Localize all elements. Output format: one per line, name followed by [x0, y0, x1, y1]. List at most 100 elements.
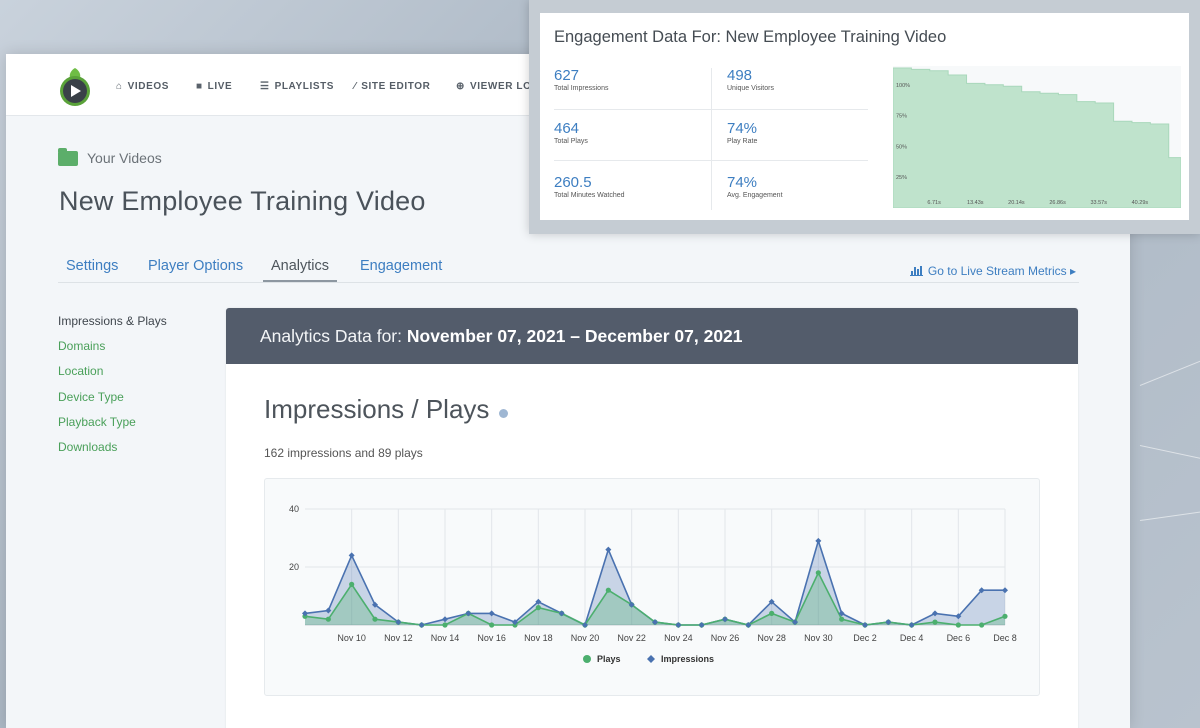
impressions-point — [418, 622, 425, 628]
stat-label: Total Minutes Watched — [554, 192, 625, 199]
impressions-point — [605, 546, 612, 553]
stat-unique-visitors: 498 Unique Visitors — [727, 67, 774, 92]
impressions-point — [978, 587, 985, 594]
stat-total-impressions: 627 Total Impressions — [554, 67, 608, 92]
x-tick-label: Nov 26 — [711, 633, 740, 643]
impressions-point — [792, 619, 798, 626]
analytics-panel: Analytics Data for: November 07, 2021 – … — [226, 308, 1078, 728]
stat-divider — [711, 68, 712, 210]
plays-point — [325, 616, 331, 622]
stat-total-plays: 464 Total Plays — [554, 120, 588, 145]
plays-point — [372, 616, 378, 622]
stat-value: 74% — [727, 174, 758, 191]
plays-point — [932, 619, 938, 625]
x-tick-label: Nov 20 — [571, 633, 600, 643]
help-icon[interactable] — [499, 409, 509, 418]
nav-live-label: LIVE — [207, 81, 233, 92]
tab-bar: Settings Player Options Analytics Engage… — [58, 250, 1079, 283]
sidebar-item-location[interactable]: Location — [58, 364, 104, 379]
impressions-point — [885, 619, 892, 626]
impressions-area — [305, 540, 1005, 625]
sidebar-item-domains[interactable]: Domains — [58, 339, 106, 354]
stat-value: 74% — [727, 120, 758, 137]
plays-point — [605, 587, 611, 593]
stat-label: Total Plays — [554, 138, 588, 145]
impressions-point — [442, 616, 448, 623]
header-date-range: November 07, 2021 – December 07, 2021 — [406, 326, 743, 346]
sidebar-item-impressions-plays[interactable]: Impressions & Plays — [58, 314, 167, 328]
tab-settings[interactable]: Settings — [66, 258, 119, 274]
nav-videos[interactable]: ⌂ VIDEOS — [116, 81, 169, 92]
tab-player-options[interactable]: Player Options — [148, 258, 244, 274]
nav-site-editor[interactable]: ⁄ SITE EDITOR — [354, 81, 430, 92]
legend-plays-marker — [583, 655, 591, 663]
engagement-area — [892, 67, 1182, 209]
brand-logo[interactable] — [56, 66, 94, 108]
legend-plays-label: Plays — [597, 654, 621, 664]
plays-point — [955, 622, 961, 628]
x-tick-label: Nov 24 — [664, 633, 693, 643]
plays-series-line — [304, 570, 1006, 627]
stat-value: 464 — [554, 120, 580, 137]
y-tick-label: 20 — [289, 562, 299, 572]
plays-point — [535, 605, 541, 611]
tab-engagement[interactable]: Engagement — [360, 258, 443, 274]
impressions-point — [1002, 587, 1008, 594]
impressions-point — [768, 598, 775, 605]
x-tick-label: Nov 18 — [524, 633, 553, 643]
x-tick-label: Nov 12 — [384, 633, 413, 643]
sidebar-item-downloads[interactable]: Downloads — [58, 439, 118, 454]
impressions-point — [465, 610, 472, 617]
impressions-point — [722, 616, 728, 623]
stat-label: Unique Visitors — [727, 85, 774, 92]
list-icon: ☰ — [260, 81, 270, 92]
impressions-point — [815, 537, 822, 544]
impressions-point — [488, 610, 495, 617]
nav-viewer-login-label: VIEWER LOGIN — [469, 81, 552, 92]
x-tick-label: 26.86s — [1049, 200, 1066, 206]
tab-analytics[interactable]: Analytics — [263, 258, 338, 282]
x-tick-label: Dec 8 — [993, 633, 1017, 643]
nav-live[interactable]: ■ LIVE — [196, 81, 232, 92]
stat-play-rate: 74% Play Rate — [727, 120, 757, 145]
x-tick-label: 20.14s — [1008, 200, 1025, 206]
y-tick-label: 100% — [896, 83, 910, 89]
live-stream-metrics-link[interactable]: Go to Live Stream Metrics ▸ — [909, 264, 1076, 278]
x-tick-label: Nov 10 — [337, 633, 366, 643]
area-chart: 25% 50% 75% 100% 6.71s 13.43s 20.14s 26.86s 33.5… — [892, 67, 1182, 209]
nav-viewer-login[interactable]: ⊕ VIEWER LOGIN — [456, 81, 551, 92]
stat-divider — [554, 160, 868, 161]
magic-wand-icon: ⁄ — [354, 81, 357, 92]
plays-point — [349, 581, 355, 587]
impressions-summary: 162 impressions and 89 plays — [264, 446, 423, 460]
impressions-point — [512, 619, 518, 626]
stat-avg-engagement: 74% Avg. Engagement — [727, 174, 783, 199]
nav-site-editor-label: SITE EDITOR — [361, 81, 431, 92]
stat-label: Total Impressions — [554, 85, 609, 92]
x-tick-label: Nov 22 — [617, 633, 646, 643]
x-tick-label: Nov 30 — [804, 633, 833, 643]
breadcrumb[interactable]: Your Videos — [58, 147, 162, 166]
x-tick-label: Nov 14 — [431, 633, 460, 643]
plays-point — [442, 622, 448, 628]
plays-point — [489, 622, 495, 628]
y-tick-label: 25% — [896, 175, 907, 181]
lock-icon: ⊕ — [456, 81, 465, 92]
impressions-point — [932, 610, 938, 617]
x-tick-label: Dec 2 — [853, 633, 877, 643]
stat-value: 498 — [727, 67, 753, 84]
plays-point — [769, 610, 775, 616]
nav-playlists-label: PLAYLISTS — [274, 81, 335, 92]
impressions-point — [325, 607, 332, 614]
nav-playlists[interactable]: ☰ PLAYLISTS — [260, 81, 334, 92]
sidebar-item-device-type[interactable]: Device Type — [58, 389, 124, 404]
x-tick-label: Nov 16 — [477, 633, 506, 643]
plays-area — [305, 572, 1005, 625]
x-tick-label: Nov 28 — [757, 633, 786, 643]
impressions-point — [348, 552, 355, 559]
sidebar-item-playback-type[interactable]: Playback Type — [58, 414, 136, 429]
x-tick-label: 13.43s — [967, 200, 984, 206]
stat-divider — [554, 109, 868, 110]
folder-icon — [58, 147, 78, 166]
impressions-point — [652, 619, 658, 626]
